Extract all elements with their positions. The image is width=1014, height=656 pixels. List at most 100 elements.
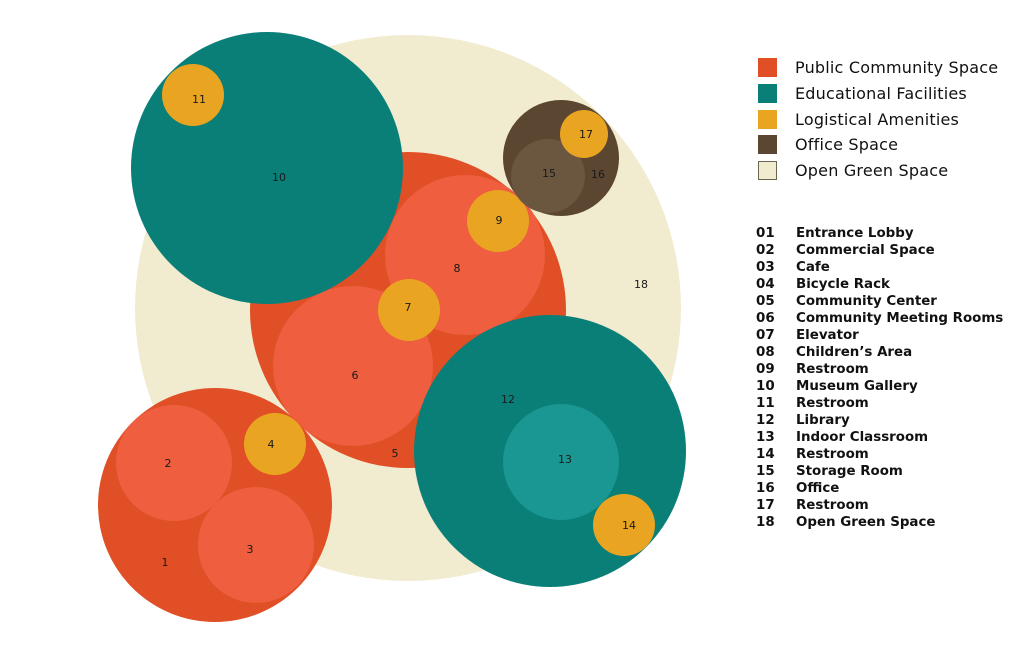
bubble-restroom-11 <box>162 64 224 126</box>
key-number: 16 <box>756 481 775 496</box>
legend-label: Office Space <box>795 135 899 155</box>
bubble-storage-room <box>511 139 585 213</box>
key-number: 09 <box>756 362 775 377</box>
key-number: 18 <box>756 515 775 530</box>
bubble-bicycle-rack <box>244 413 306 475</box>
bubble-indoor-classroom <box>503 404 619 520</box>
key-name: Office <box>796 481 840 496</box>
legend-swatch <box>758 161 777 181</box>
key-row: 16 Office <box>756 480 1012 497</box>
label-13: 13 <box>558 453 572 466</box>
label-9: 9 <box>496 214 503 227</box>
key-row: 06 Community Meeting Rooms <box>756 310 1012 327</box>
key-number: 10 <box>756 379 775 394</box>
legend-label: Educational Facilities <box>795 84 967 104</box>
legend-swatch <box>758 135 777 155</box>
legend-item-logistical: Logistical Amenities <box>758 106 1008 132</box>
key-name: Entrance Lobby <box>796 226 914 241</box>
key-number: 06 <box>756 311 775 326</box>
label-5: 5 <box>392 447 399 460</box>
key-name: Storage Room <box>796 464 903 479</box>
key-row: 07 Elevator <box>756 327 1012 344</box>
key-name: Cafe <box>796 260 830 275</box>
key-number: 03 <box>756 260 775 275</box>
key-name: Children’s Area <box>796 345 913 360</box>
key-number: 11 <box>756 396 775 411</box>
key-number: 02 <box>756 243 775 258</box>
key-name: Restroom <box>796 396 869 411</box>
legend-item-public: Public Community Space <box>758 55 1008 81</box>
legend-swatch <box>758 84 777 104</box>
key-row: 14 Restroom <box>756 446 1012 463</box>
label-2: 2 <box>165 457 172 470</box>
key-row: 18 Open Green Space <box>756 514 1012 531</box>
key-name: Indoor Classroom <box>796 430 929 445</box>
key-name: Bicycle Rack <box>796 277 890 292</box>
key-row: 17 Restroom <box>756 497 1012 514</box>
label-3: 3 <box>247 543 254 556</box>
label-6: 6 <box>352 369 359 382</box>
key-row: 03 Cafe <box>756 259 1012 276</box>
legend-item-educational: Educational Facilities <box>758 81 1008 107</box>
key-name: Restroom <box>796 362 869 377</box>
key-number: 13 <box>756 430 775 445</box>
key-row: 13 Indoor Classroom <box>756 429 1012 446</box>
bubble-elevator <box>378 279 440 341</box>
bubble-diagram: 1 2 3 4 5 6 7 8 9 10 11 12 13 14 15 16 1… <box>98 32 686 622</box>
key-number: 15 <box>756 464 775 479</box>
space-key: 01 Entrance Lobby 02 Commercial Space 03 Ca… <box>756 225 1012 531</box>
legend-swatch <box>758 109 777 129</box>
key-name: Open Green Space <box>796 515 936 530</box>
legend-item-green: Open Green Space <box>758 158 1008 184</box>
label-1: 1 <box>162 556 169 569</box>
key-number: 07 <box>756 328 775 343</box>
key-row: 11 Restroom <box>756 395 1012 412</box>
key-name: Library <box>796 413 850 428</box>
bubble-cafe <box>198 487 314 603</box>
label-10: 10 <box>272 171 286 184</box>
label-14: 14 <box>622 519 636 532</box>
key-row: 02 Commercial Space <box>756 242 1012 259</box>
label-18: 18 <box>634 278 648 291</box>
key-number: 05 <box>756 294 775 309</box>
key-number: 17 <box>756 498 775 513</box>
key-row: 15 Storage Room <box>756 463 1012 480</box>
key-name: Restroom <box>796 498 869 513</box>
legend-label: Public Community Space <box>795 58 999 78</box>
key-number: 12 <box>756 413 775 428</box>
key-row: 12 Library <box>756 412 1012 429</box>
key-name: Commercial Space <box>796 243 935 258</box>
bubble-restroom-17 <box>560 110 608 158</box>
key-name: Restroom <box>796 447 869 462</box>
key-number: 08 <box>756 345 775 360</box>
key-row: 08 Children’s Area <box>756 344 1012 361</box>
legend-item-office: Office Space <box>758 132 1008 158</box>
legend-label: Open Green Space <box>795 161 949 181</box>
label-17: 17 <box>579 128 593 141</box>
legend-label: Logistical Amenities <box>795 109 960 129</box>
legend-swatch <box>758 58 777 78</box>
key-name: Elevator <box>796 328 859 343</box>
label-12: 12 <box>501 393 515 406</box>
key-row: 01 Entrance Lobby <box>756 225 1012 242</box>
label-8: 8 <box>454 262 461 275</box>
bubble-commercial-space <box>116 405 232 521</box>
key-number: 04 <box>756 277 775 292</box>
bubble-restroom-14 <box>593 494 655 556</box>
label-15: 15 <box>542 167 556 180</box>
key-name: Community Meeting Rooms <box>796 311 1004 326</box>
key-row: 10 Museum Gallery <box>756 378 1012 395</box>
bubble-restroom-9 <box>467 190 529 252</box>
key-name: Museum Gallery <box>796 379 918 394</box>
legend: Public Community Space Educational Facil… <box>758 55 1008 183</box>
label-11: 11 <box>192 93 206 106</box>
label-4: 4 <box>268 438 275 451</box>
key-row: 05 Community Center <box>756 293 1012 310</box>
label-16: 16 <box>591 168 605 181</box>
key-row: 09 Restroom <box>756 361 1012 378</box>
key-number: 01 <box>756 226 775 241</box>
key-name: Community Center <box>796 294 937 309</box>
key-row: 04 Bicycle Rack <box>756 276 1012 293</box>
label-7: 7 <box>405 301 412 314</box>
key-number: 14 <box>756 447 775 462</box>
